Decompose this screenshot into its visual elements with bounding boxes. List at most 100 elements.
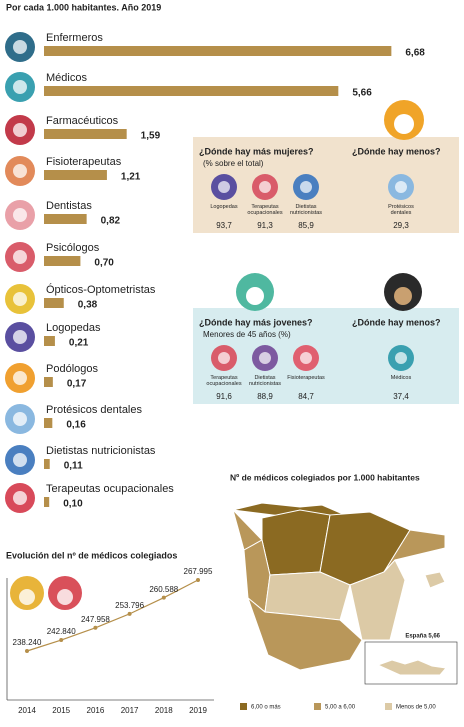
region (349, 559, 406, 641)
bar (44, 170, 107, 180)
legend-swatch (314, 703, 321, 710)
canarias-box (364, 641, 458, 685)
bar (44, 129, 127, 139)
map-title: Nº de médicos colegiados por 1.000 habit… (230, 472, 420, 482)
point (59, 638, 64, 643)
icon-inner (259, 352, 271, 364)
item-value: 84,7 (298, 392, 314, 401)
icon-inner (13, 80, 27, 94)
x-tick-label: 2019 (189, 706, 207, 715)
item-value: 93,7 (216, 221, 232, 230)
value-label: 0,82 (101, 216, 121, 227)
category-label: Farmacéuticos (46, 115, 119, 127)
bar (44, 459, 50, 469)
item-value: 85,9 (298, 221, 314, 230)
item-label: Terapeutas ocupacionales (206, 375, 242, 387)
value-label: 5,66 (352, 88, 372, 99)
icon-inner (13, 371, 27, 385)
category-label: Fisioterapeutas (46, 156, 122, 168)
x-tick-label: 2017 (121, 706, 139, 715)
bar (44, 336, 55, 346)
legend-label: 6,00 o más (251, 705, 281, 711)
category-label: Dentistas (46, 200, 92, 212)
value-label: 0,16 (66, 420, 86, 431)
item-label: Terapeutas ocupacionales (247, 204, 283, 216)
icon-inner (394, 114, 414, 134)
value-label: 247.958 (81, 615, 110, 624)
value-label: 0,70 (94, 258, 114, 269)
icon-inner (13, 412, 27, 426)
value-label: 0,10 (63, 499, 83, 510)
icon-inner (57, 589, 73, 605)
value-label: 242.840 (47, 627, 76, 636)
item-value: 91,3 (257, 221, 273, 230)
item-label: Logopedas (210, 204, 238, 210)
value-label: 1,21 (121, 172, 141, 183)
chart-title: Evolución del nº de médicos colegiados (6, 550, 177, 560)
value-label: 0,17 (67, 379, 87, 390)
map-note: España 5,66 (405, 634, 440, 640)
panel-title: ¿Dónde hay más jovenes? (199, 317, 313, 327)
map-shapes (232, 502, 458, 685)
bar (44, 377, 53, 387)
item-label: Médicos (390, 375, 412, 381)
panel-less-title: ¿Dónde hay menos? (352, 317, 441, 327)
value-label: 0,11 (64, 461, 83, 472)
panel-subtitle: Menores de 45 años (%) (203, 330, 291, 339)
panel-subtitle: (% sobre el total) (203, 159, 264, 168)
item-value: 29,3 (393, 221, 409, 230)
value-label: 0,38 (78, 300, 98, 311)
bar (44, 418, 53, 428)
item-label: Dietistas nutricionistas (289, 204, 323, 216)
region (424, 571, 446, 589)
value-label: 238.240 (13, 638, 42, 647)
point (127, 611, 132, 616)
item-label: Dietistas nutricionistas (248, 375, 282, 387)
panel (193, 137, 459, 233)
icon-inner (13, 491, 27, 505)
bar (44, 298, 64, 308)
value-label: 253.796 (115, 601, 144, 610)
line (26, 579, 199, 652)
icon-inner (218, 181, 230, 193)
x-tick-label: 2015 (52, 706, 70, 715)
bar (44, 86, 339, 96)
region (261, 509, 331, 576)
x-tick-label: 2014 (18, 706, 36, 715)
bar (44, 497, 50, 507)
icon-inner (395, 181, 407, 193)
icon-inner (300, 352, 312, 364)
item-label: Fisioterapeutas (287, 375, 325, 381)
point (93, 625, 98, 630)
bar (44, 46, 392, 56)
item-value: 88,9 (257, 392, 273, 401)
value-label: 6,68 (405, 48, 425, 59)
icon-inner (13, 292, 27, 306)
icon-inner (300, 181, 312, 193)
icon-inner (13, 208, 27, 222)
category-label: Terapeutas ocupacionales (46, 483, 174, 495)
legend-swatch (385, 703, 392, 710)
category-label: Logopedas (46, 322, 101, 334)
item-value: 37,4 (393, 392, 409, 401)
region (383, 529, 446, 573)
icon-inner (19, 589, 35, 605)
category-label: Ópticos-Optometristas (46, 283, 156, 296)
icon-inner (13, 40, 27, 54)
icon-inner (218, 352, 230, 364)
value-label: 1,59 (141, 131, 161, 142)
region (376, 659, 447, 676)
icon-inner (13, 330, 27, 344)
legend-label: Menos de 5,00 (396, 705, 436, 711)
value-label: 267.995 (184, 567, 213, 576)
icon-inner (13, 123, 27, 137)
panel-title: ¿Dónde hay más mujeres? (199, 146, 314, 156)
bar (44, 214, 87, 224)
category-label: Dietistas nutricionistas (46, 445, 156, 457)
category-label: Protésicos dentales (46, 404, 142, 416)
category-label: Podólogos (46, 363, 98, 375)
icon-inner (246, 287, 264, 305)
icon-inner (13, 453, 27, 467)
